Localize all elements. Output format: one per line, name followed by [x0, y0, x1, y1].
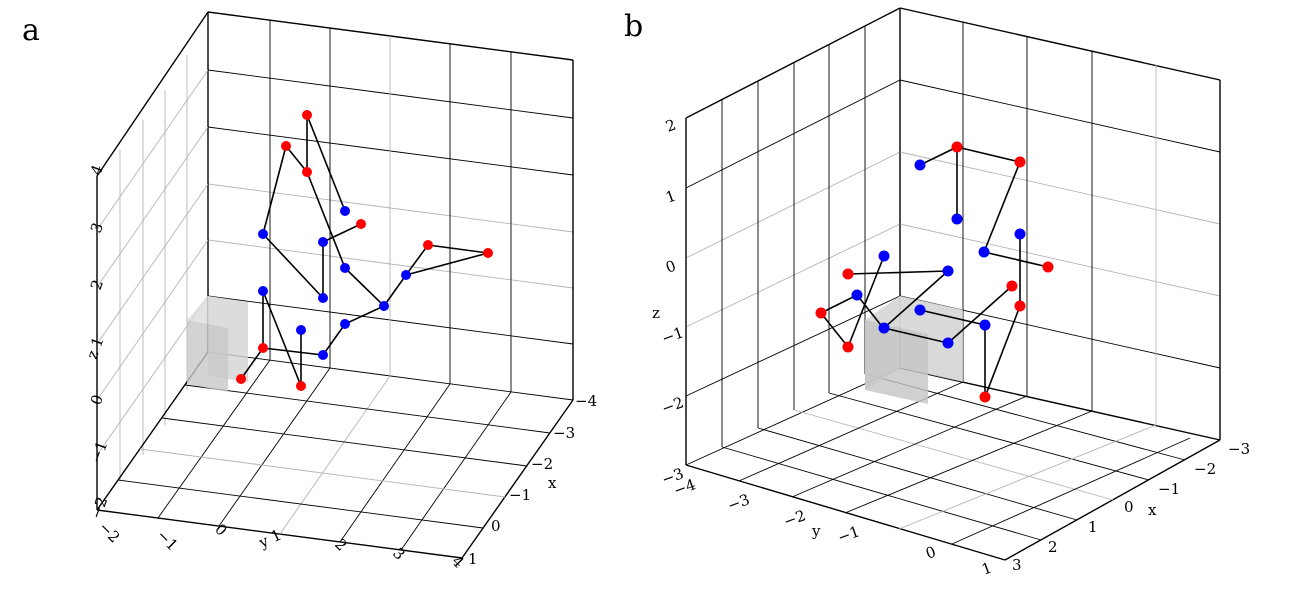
y-tick-label: 4 [448, 552, 467, 571]
red-point [979, 391, 991, 403]
y-tick-label: −2 [95, 518, 123, 546]
x-axis-label: x [1148, 501, 1157, 519]
x-tick-label: 1 [468, 550, 478, 568]
blue-point [379, 301, 389, 311]
x-axis-label: x [548, 474, 557, 492]
red-point [356, 219, 366, 229]
x-tick-label: 0 [491, 517, 501, 535]
panel-a-side-wall-grid [96, 11, 209, 510]
z-tick-label: 2 [663, 116, 678, 136]
red-point [483, 248, 493, 258]
panel-a: a [22, 11, 597, 572]
panel-b-floor-grid [685, 373, 1221, 561]
blue-point [401, 270, 411, 280]
blue-point [878, 322, 890, 334]
red-point [842, 268, 854, 280]
blue-point [878, 250, 890, 262]
y-tick-label: −1 [153, 526, 181, 554]
red-point [302, 110, 312, 120]
y-tick-label: −1 [835, 522, 862, 546]
z-tick-label: −1 [87, 438, 111, 465]
blue-point [296, 325, 306, 335]
y-tick-label: 3 [389, 544, 408, 563]
x-tick-label: −4 [575, 392, 597, 410]
x-tick-label: 3 [1012, 556, 1022, 574]
x-tick-label: −2 [531, 455, 553, 473]
x-tick-label: −1 [1158, 480, 1180, 498]
red-point [302, 167, 312, 177]
y-tick-label: y 1 [255, 526, 284, 552]
blue-point [942, 337, 954, 349]
panel-a-floor-grid [96, 351, 574, 559]
x-tick-label: −1 [509, 486, 531, 504]
z-axis-label: z [652, 304, 660, 322]
red-point [1014, 156, 1026, 168]
blue-point [318, 293, 328, 303]
panel-b-bonds [820, 146, 1049, 398]
blue-point [1014, 228, 1026, 240]
x-tick-label: −3 [1228, 440, 1250, 458]
red-point [423, 240, 433, 250]
red-point [236, 374, 246, 384]
panel-b-z-ticks: 2 1 0 −1 −2 −3 z [652, 116, 686, 489]
panel-a-letter: a [22, 13, 40, 48]
panel-b-points [815, 141, 1054, 403]
panel-b-shaded-box [865, 296, 963, 404]
x-tick-label: 0 [1124, 498, 1134, 516]
red-point [296, 381, 306, 391]
red-point [951, 141, 963, 153]
y-tick-label: 2 [331, 535, 350, 554]
blue-point [914, 304, 926, 316]
red-point [1042, 261, 1054, 273]
x-tick-label: 2 [1048, 538, 1058, 556]
blue-point [340, 206, 350, 216]
y-tick-label: 0 [923, 543, 938, 563]
panel-a-points [236, 110, 493, 391]
x-tick-label: 1 [1088, 518, 1098, 536]
blue-point [978, 246, 990, 258]
red-point [815, 307, 827, 319]
blue-point [951, 213, 963, 225]
red-point [842, 341, 854, 353]
blue-point [851, 289, 863, 301]
blue-point [318, 350, 328, 360]
panel-b: b [624, 7, 1250, 579]
blue-point [914, 159, 926, 171]
blue-point [340, 319, 350, 329]
blue-point [258, 229, 268, 239]
panel-b-letter: b [624, 9, 643, 44]
panel-b-left-wall-grid [685, 7, 901, 466]
panel-a-x-ticks: −4 −3 −2 −1 0 1 x [468, 392, 597, 568]
blue-point [258, 286, 268, 296]
red-point [258, 343, 268, 353]
y-tick-label: 1 [979, 559, 994, 579]
y-tick-label: −2 [781, 506, 808, 530]
blue-point [942, 265, 954, 277]
panel-b-y-ticks: −4 −3 −2 −1 0 1 y [671, 475, 994, 578]
panel-a-bonds [240, 114, 489, 387]
panel-b-x-ticks: −3 −2 −1 0 1 2 3 x [1012, 440, 1250, 574]
y-tick-label: 0 [211, 520, 230, 539]
y-axis-label: y [811, 522, 821, 540]
blue-point [979, 319, 991, 331]
z-tick-label: z 1 [83, 334, 108, 361]
y-tick-label: −3 [725, 490, 752, 514]
z-tick-label: −2 [659, 393, 686, 417]
x-tick-label: −2 [1194, 460, 1216, 478]
blue-point [318, 237, 328, 247]
panel-a-shaded-box [187, 296, 248, 392]
red-point [281, 141, 291, 151]
red-point [1006, 280, 1018, 292]
blue-point [340, 263, 350, 273]
red-point [1014, 300, 1026, 312]
z-tick-label: −1 [659, 323, 686, 347]
x-tick-label: −3 [553, 424, 575, 442]
panel-a-y-ticks: −2 −1 0 y 1 2 3 4 [95, 518, 467, 571]
z-tick-label: 1 [663, 187, 678, 207]
z-tick-label: 0 [663, 257, 678, 277]
